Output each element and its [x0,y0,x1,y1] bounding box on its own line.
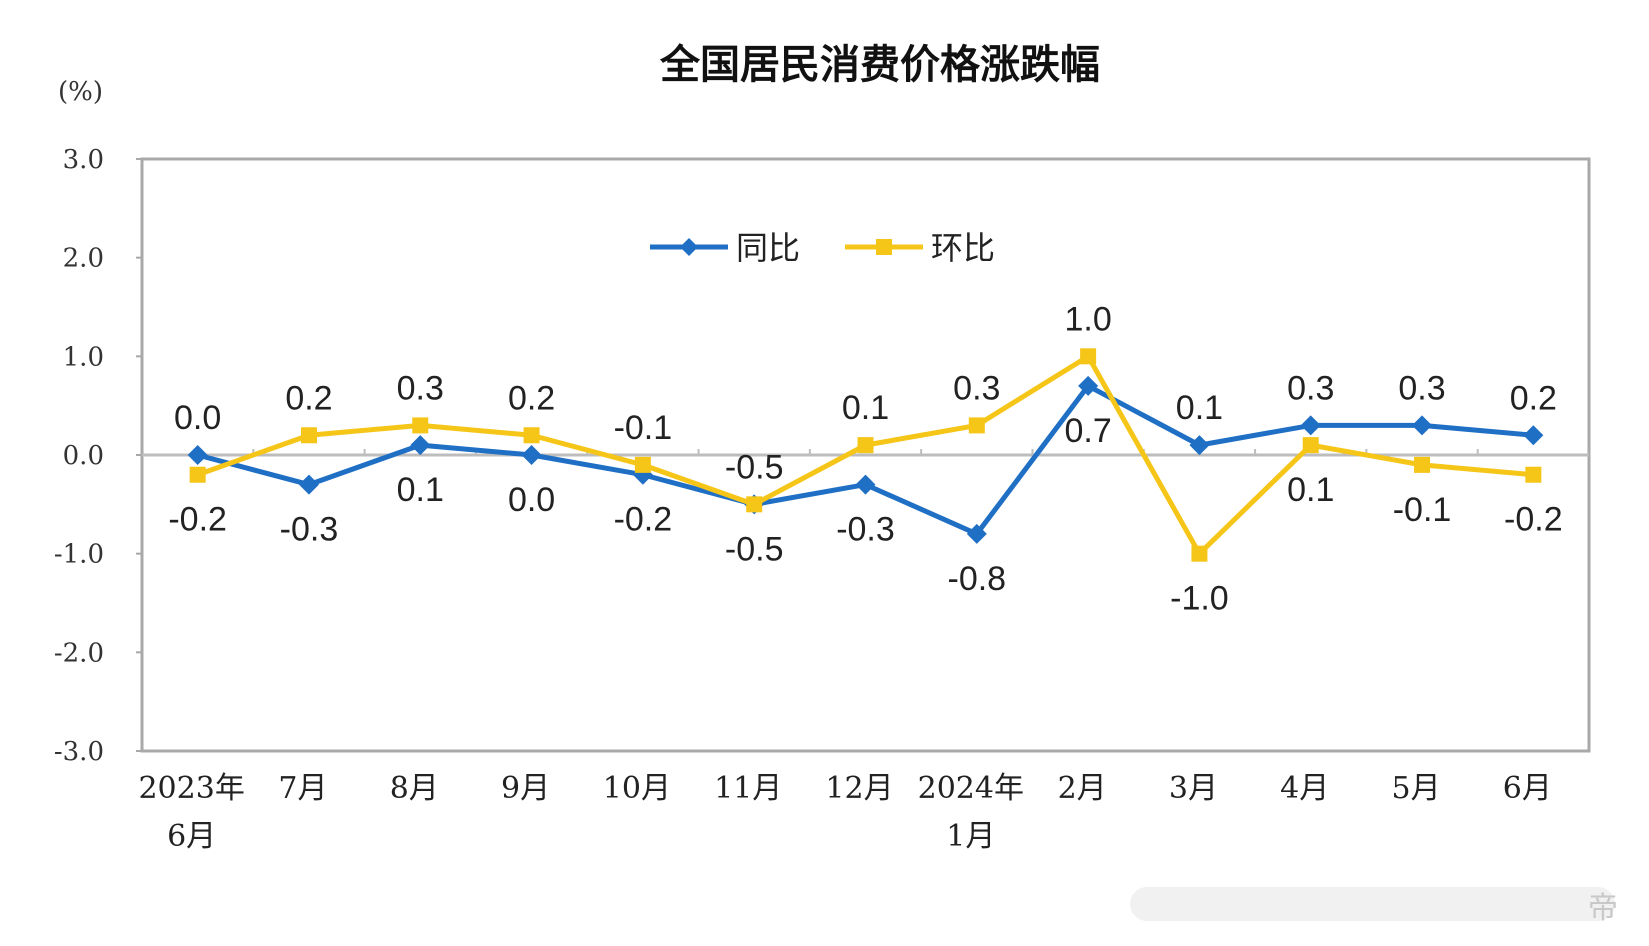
y-tick-label: -2.0 [54,638,104,668]
x-tick-label: 2023年 [138,771,244,806]
data-label: 0.1 [842,389,889,427]
data-label: 0.1 [397,471,444,509]
data-point [1412,415,1433,436]
data-label: -0.2 [168,501,227,539]
data-point [410,435,431,456]
x-tick-label: 12月 [825,771,893,806]
data-labels: 0.0 -0.2 -0.3 0.2 0.1 0.3 0.0 0.2 -0.2 -0.1 -0.5 -0… [168,300,1562,617]
x-tick-label: 5月 [1391,771,1440,806]
watermark-bar [1130,887,1615,921]
data-point [1078,375,1099,396]
legend-marker [680,238,698,256]
data-point [187,445,208,465]
x-tick-label: 8月 [390,771,439,806]
data-label: -0.8 [948,560,1007,598]
data-point [189,466,206,483]
data-label: 0.3 [953,369,1000,407]
legend: 同比 环比 [650,229,995,267]
y-tick-label: 2.0 [63,244,104,274]
x-tick-label: 6月 [167,819,216,854]
chart-title: 全国居民消费价格涨跌幅 [659,42,1100,88]
data-point [298,474,319,495]
data-label: 0.3 [1398,369,1445,407]
data-point [1189,435,1210,456]
data-point [1300,415,1321,436]
legend-item: 同比 [650,229,800,267]
data-label: 0.2 [1510,379,1557,417]
data-label: -0.3 [280,511,339,549]
watermark-text: 帝 [1588,891,1618,926]
data-point [300,427,317,444]
series-layer [187,348,1544,562]
data-label: -0.1 [1393,491,1452,529]
data-point [1080,348,1097,365]
x-ticks: 2023年 6月 7月 8月 9月 10月 11月 12月 2024年 1月 2月 3月 4月 5月 6月 [138,449,1552,854]
data-label: 0.0 [508,481,555,519]
y-tick-label: -3.0 [54,737,104,767]
data-label: 0.3 [1287,369,1334,407]
legend-item: 环比 [845,229,995,267]
data-label: -0.3 [836,511,895,549]
data-label: -0.5 [725,448,784,486]
legend-label: 环比 [931,229,995,267]
x-tick-label: 7月 [278,771,327,806]
x-tick-label: 1月 [946,819,995,854]
data-point [857,437,874,454]
x-tick-label: 3月 [1169,771,1218,806]
x-tick-label: 9月 [501,771,550,806]
data-point [1523,425,1544,446]
data-label: 0.0 [174,399,221,437]
data-point [412,417,429,434]
watermark: 帝 [1130,887,1618,926]
data-label: -0.1 [614,409,673,447]
data-label: 0.2 [285,379,332,417]
data-label: -0.5 [725,530,784,568]
data-point [1414,456,1431,473]
data-point [523,427,540,444]
legend-marker [876,239,892,255]
data-label: -0.2 [1504,501,1563,539]
data-point [968,417,985,434]
data-label: -0.2 [614,501,673,539]
x-tick-label: 11月 [714,771,782,806]
data-point [1191,545,1208,562]
y-ticks: 3.0 2.0 1.0 0.0 -1.0 -2.0 -3.0 [54,145,142,767]
y-tick-label: -1.0 [54,540,104,570]
x-tick-label: 10月 [603,771,671,806]
data-label: 0.1 [1287,471,1334,509]
y-tick-label: 1.0 [63,342,104,372]
legend-label: 同比 [736,229,800,267]
data-label: 0.3 [397,369,444,407]
data-point [855,474,876,495]
data-point [521,445,542,465]
data-label: -1.0 [1170,580,1229,618]
y-tick-label: 3.0 [63,145,104,175]
x-tick-label: 6月 [1503,771,1552,806]
x-tick-label: 4月 [1280,771,1329,806]
data-point [966,523,987,544]
y-unit-label: (%) [58,77,103,107]
data-point [634,456,651,473]
data-point [746,496,763,513]
data-label: 1.0 [1064,300,1111,338]
data-label: 0.1 [1176,389,1223,427]
data-point [1302,437,1319,454]
data-label: 0.7 [1064,412,1111,450]
data-point [1525,466,1542,483]
x-tick-label: 2024年 [918,771,1024,806]
series-mom [189,348,1542,562]
data-label: 0.2 [508,379,555,417]
y-tick-label: 0.0 [63,441,104,471]
x-tick-label: 2月 [1058,771,1107,806]
